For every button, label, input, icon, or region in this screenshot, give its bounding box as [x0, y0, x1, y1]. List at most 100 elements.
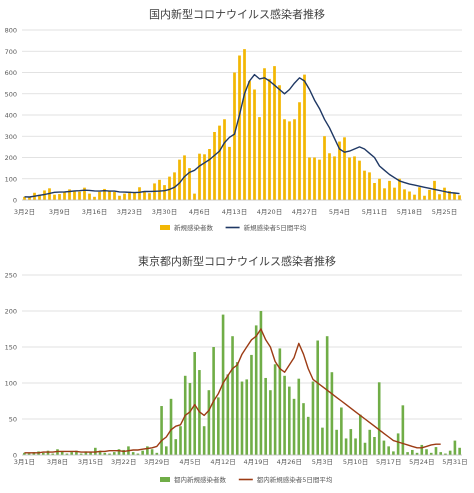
x-tick-label: 5月25日	[432, 208, 457, 216]
bar	[103, 452, 107, 455]
bar	[288, 121, 291, 200]
bar	[408, 191, 411, 200]
bar	[93, 196, 96, 200]
bar	[123, 193, 126, 200]
bar	[411, 449, 414, 455]
x-tick-label: 4月12日	[210, 458, 235, 466]
tokyo-chart: 0 50 100 150 200 250 3月1日 3月8日 3月15日 3月22日 3月29日 4月…	[5, 272, 468, 485]
bar	[169, 398, 173, 455]
y-tick-label: 150	[5, 344, 17, 352]
bar	[53, 194, 56, 200]
bar	[160, 406, 163, 455]
bar	[208, 149, 211, 200]
bar	[231, 336, 234, 455]
bar	[136, 453, 140, 455]
bar	[298, 102, 301, 200]
bar	[428, 189, 431, 200]
bar	[60, 451, 64, 455]
bar	[148, 193, 151, 200]
bar	[254, 325, 258, 455]
bar	[353, 156, 356, 200]
bar	[89, 452, 92, 455]
x-tick-label: 3月23日	[117, 208, 142, 216]
bar	[306, 416, 310, 455]
bar	[163, 185, 166, 200]
bar	[383, 188, 386, 200]
bar	[23, 196, 26, 200]
y-tick-label: 50	[9, 416, 17, 424]
legend-label: 新規感染者5日間平均	[244, 223, 307, 232]
bar	[358, 414, 362, 455]
bar	[373, 183, 376, 200]
bar	[335, 429, 338, 455]
y-tick-label: 0	[13, 452, 17, 460]
x-tick-label: 4月20日	[257, 208, 282, 216]
bar	[178, 159, 181, 200]
x-tick-label: 3月1日	[14, 458, 35, 466]
bar	[88, 193, 91, 200]
bar	[165, 446, 168, 455]
bar	[250, 354, 253, 455]
bar	[318, 159, 321, 200]
bar	[297, 378, 301, 455]
x-tick-label: 4月5日	[179, 458, 200, 466]
bar	[418, 187, 421, 200]
x-tick-label: 5月11日	[362, 208, 387, 216]
x-tick-label: 4月19日	[243, 458, 268, 466]
bar	[292, 398, 296, 455]
bar	[51, 453, 55, 455]
bar	[439, 452, 443, 455]
bar	[70, 452, 73, 455]
bar	[259, 311, 263, 455]
x-tick-label: 5月24日	[409, 458, 434, 466]
x-tick-label: 3月16日	[82, 208, 107, 216]
bar	[438, 194, 441, 200]
legend-swatch-bar	[160, 477, 170, 482]
bar	[406, 452, 409, 455]
bar	[118, 195, 121, 200]
bar	[313, 157, 316, 200]
bar	[218, 125, 221, 200]
bar	[228, 146, 231, 200]
series-line	[24, 328, 441, 454]
chart-title: 国内新型コロナウイルス感染者推移	[149, 8, 325, 21]
bar	[423, 195, 426, 200]
bar	[378, 178, 381, 200]
bar	[396, 433, 400, 455]
x-tick-label: 5月17日	[376, 458, 401, 466]
bar	[268, 78, 271, 200]
x-tick-label: 3月15日	[78, 458, 103, 466]
bar	[425, 449, 428, 455]
bar	[373, 437, 376, 455]
x-tick-label: 5月18日	[397, 208, 422, 216]
bar	[325, 336, 329, 455]
bar	[117, 449, 121, 455]
bar	[43, 190, 46, 200]
bar	[84, 451, 88, 455]
x-tick-label: 5月3日	[312, 458, 333, 466]
bar	[330, 372, 334, 455]
bar	[333, 156, 336, 200]
bar	[68, 189, 71, 200]
national-chart-panel: 国内新型コロナウイルス感染者推移 0 100 200 300 400 500 600 700 8…	[0, 0, 474, 245]
y-tick-label: 0	[13, 197, 17, 205]
x-tick-label: 3月30日	[152, 208, 177, 216]
bar	[83, 187, 86, 200]
bar	[238, 55, 241, 200]
bar	[288, 386, 291, 455]
bar	[401, 405, 405, 455]
bar	[65, 453, 69, 455]
bar	[323, 136, 326, 200]
bar	[73, 190, 76, 200]
bar	[79, 453, 83, 455]
bar	[223, 119, 226, 200]
bar	[128, 191, 131, 200]
bar	[311, 381, 315, 455]
bar	[179, 426, 182, 455]
bar	[38, 194, 41, 200]
x-tick-label: 3月22日	[111, 458, 136, 466]
bar	[328, 153, 331, 200]
bar	[221, 314, 225, 455]
bar	[293, 119, 296, 200]
chart-title: 東京都内新型コロナウイルス感染者推移	[138, 255, 336, 268]
